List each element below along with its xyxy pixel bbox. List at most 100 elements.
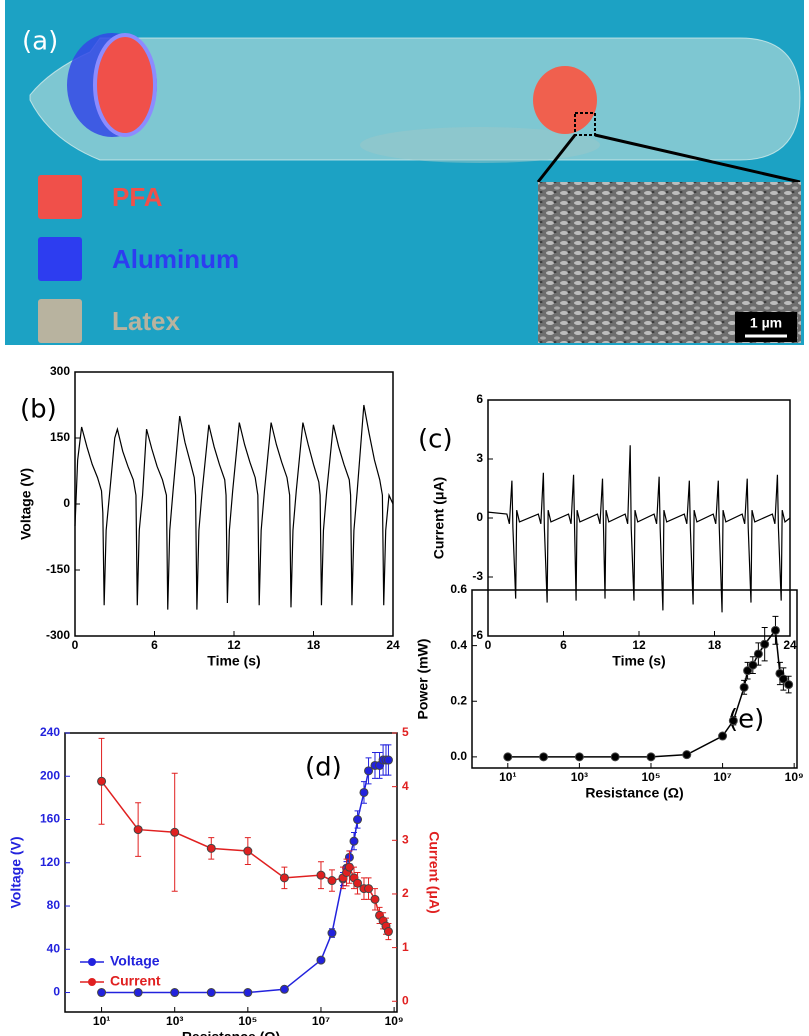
y-tick-label: 0	[402, 993, 409, 1007]
x-tick-label: 12	[632, 638, 646, 652]
legend-label: Latex	[112, 306, 180, 336]
x-tick-label: 10¹	[499, 770, 516, 784]
x-tick-label: 24	[386, 638, 400, 652]
x-tick-label: 24	[783, 638, 797, 652]
legend: PFA Aluminum Latex	[38, 175, 239, 343]
marker	[349, 836, 359, 846]
marker	[327, 928, 337, 938]
legend-label: Voltage	[110, 953, 160, 969]
y-tick-label: 80	[47, 898, 61, 912]
legend-label: PFA	[112, 182, 163, 212]
legend-label: Aluminum	[112, 244, 239, 274]
x-axis-label: Time (s)	[207, 653, 260, 669]
plot-frame	[64, 732, 398, 1013]
y-tick-label: -300	[46, 628, 70, 642]
y-tick-label: 3	[402, 832, 409, 846]
marker	[243, 988, 253, 998]
panel-label: (d)	[305, 753, 342, 783]
marker	[97, 988, 107, 998]
marker	[316, 955, 326, 965]
y-axis-label: Voltage (V)	[8, 836, 24, 908]
marker	[327, 876, 337, 886]
scale-bar-label: 1 µm	[750, 315, 782, 331]
marker	[778, 674, 788, 684]
marker	[359, 787, 369, 797]
x-axis-label: Time (s)	[612, 653, 665, 669]
data-line	[487, 445, 791, 613]
y-tick-label: 6	[476, 392, 483, 406]
legend-cube	[38, 237, 82, 281]
y-tick-label: 300	[50, 364, 70, 378]
y-axis-label: Power (mW)	[415, 639, 431, 720]
y-tick-label: 4	[402, 779, 409, 793]
legend-cube	[38, 299, 82, 343]
data-line	[507, 628, 790, 758]
pfa-ball	[533, 66, 597, 134]
legend-marker	[88, 958, 96, 966]
marker	[770, 625, 780, 635]
marker	[743, 666, 753, 676]
y-tick-label: 0.2	[450, 693, 467, 707]
y-tick-label: 160	[40, 812, 60, 826]
marker	[364, 884, 374, 894]
marker	[646, 752, 656, 762]
panel-label: (c)	[418, 425, 453, 455]
zoom-box	[574, 112, 596, 136]
x-tick-label: 18	[307, 638, 321, 652]
marker	[279, 984, 289, 994]
y-tick-label: 240	[40, 725, 60, 739]
y-tick-label: 0.6	[450, 582, 467, 596]
y-axis-label: Voltage (V)	[18, 468, 34, 540]
marker	[133, 988, 143, 998]
y-tick-label: 150	[50, 430, 70, 444]
panel-label: (a)	[22, 27, 58, 57]
marker	[279, 873, 289, 883]
marker	[682, 750, 692, 760]
x-tick-label: 18	[708, 638, 722, 652]
marker	[739, 682, 749, 692]
marker	[383, 927, 393, 937]
x-axis-label: Resistance (Ω)	[182, 1029, 280, 1036]
x-tick-label: 10⁷	[312, 1014, 330, 1028]
marker	[170, 988, 180, 998]
zoom-line	[594, 133, 801, 184]
x-tick-label: 10⁵	[641, 770, 660, 784]
marker	[364, 766, 374, 776]
x-tick-label: 6	[560, 638, 567, 652]
legend-marker	[88, 978, 96, 986]
marker	[383, 755, 393, 765]
y-tick-label: 120	[40, 855, 60, 869]
y-tick-label: 0	[53, 985, 60, 999]
y-tick-label: 5	[402, 725, 409, 739]
y-tick-label: 1	[402, 940, 409, 954]
marker	[353, 878, 363, 888]
marker	[574, 752, 584, 762]
panel-a: 1 µm (a) PFA Aluminum Latex	[5, 0, 804, 345]
marker	[316, 870, 326, 880]
x-axis-label: Resistance (Ω)	[585, 785, 683, 801]
legend-label: Current	[110, 973, 161, 989]
y2-axis-label: Current (μA)	[426, 831, 442, 913]
marker	[728, 716, 738, 726]
marker	[206, 988, 216, 998]
marker	[97, 776, 107, 786]
marker	[503, 752, 513, 762]
marker	[170, 827, 180, 837]
x-tick-label: 0	[485, 638, 492, 652]
plot-frame	[471, 589, 798, 769]
x-tick-label: 12	[227, 638, 241, 652]
x-tick-label: 6	[151, 638, 158, 652]
x-tick-label: 0	[72, 638, 79, 652]
legend-cube	[38, 175, 82, 219]
marker	[370, 894, 380, 904]
y-tick-label: 0.4	[450, 638, 467, 652]
x-tick-label: 10¹	[93, 1014, 110, 1028]
y-tick-label: -3	[472, 569, 483, 583]
zoom-line	[536, 134, 577, 183]
marker	[539, 752, 549, 762]
x-tick-label: 10⁹	[385, 1014, 404, 1028]
y-tick-label: -6	[472, 628, 483, 642]
y-tick-label: 2	[402, 886, 409, 900]
marker	[718, 731, 728, 741]
